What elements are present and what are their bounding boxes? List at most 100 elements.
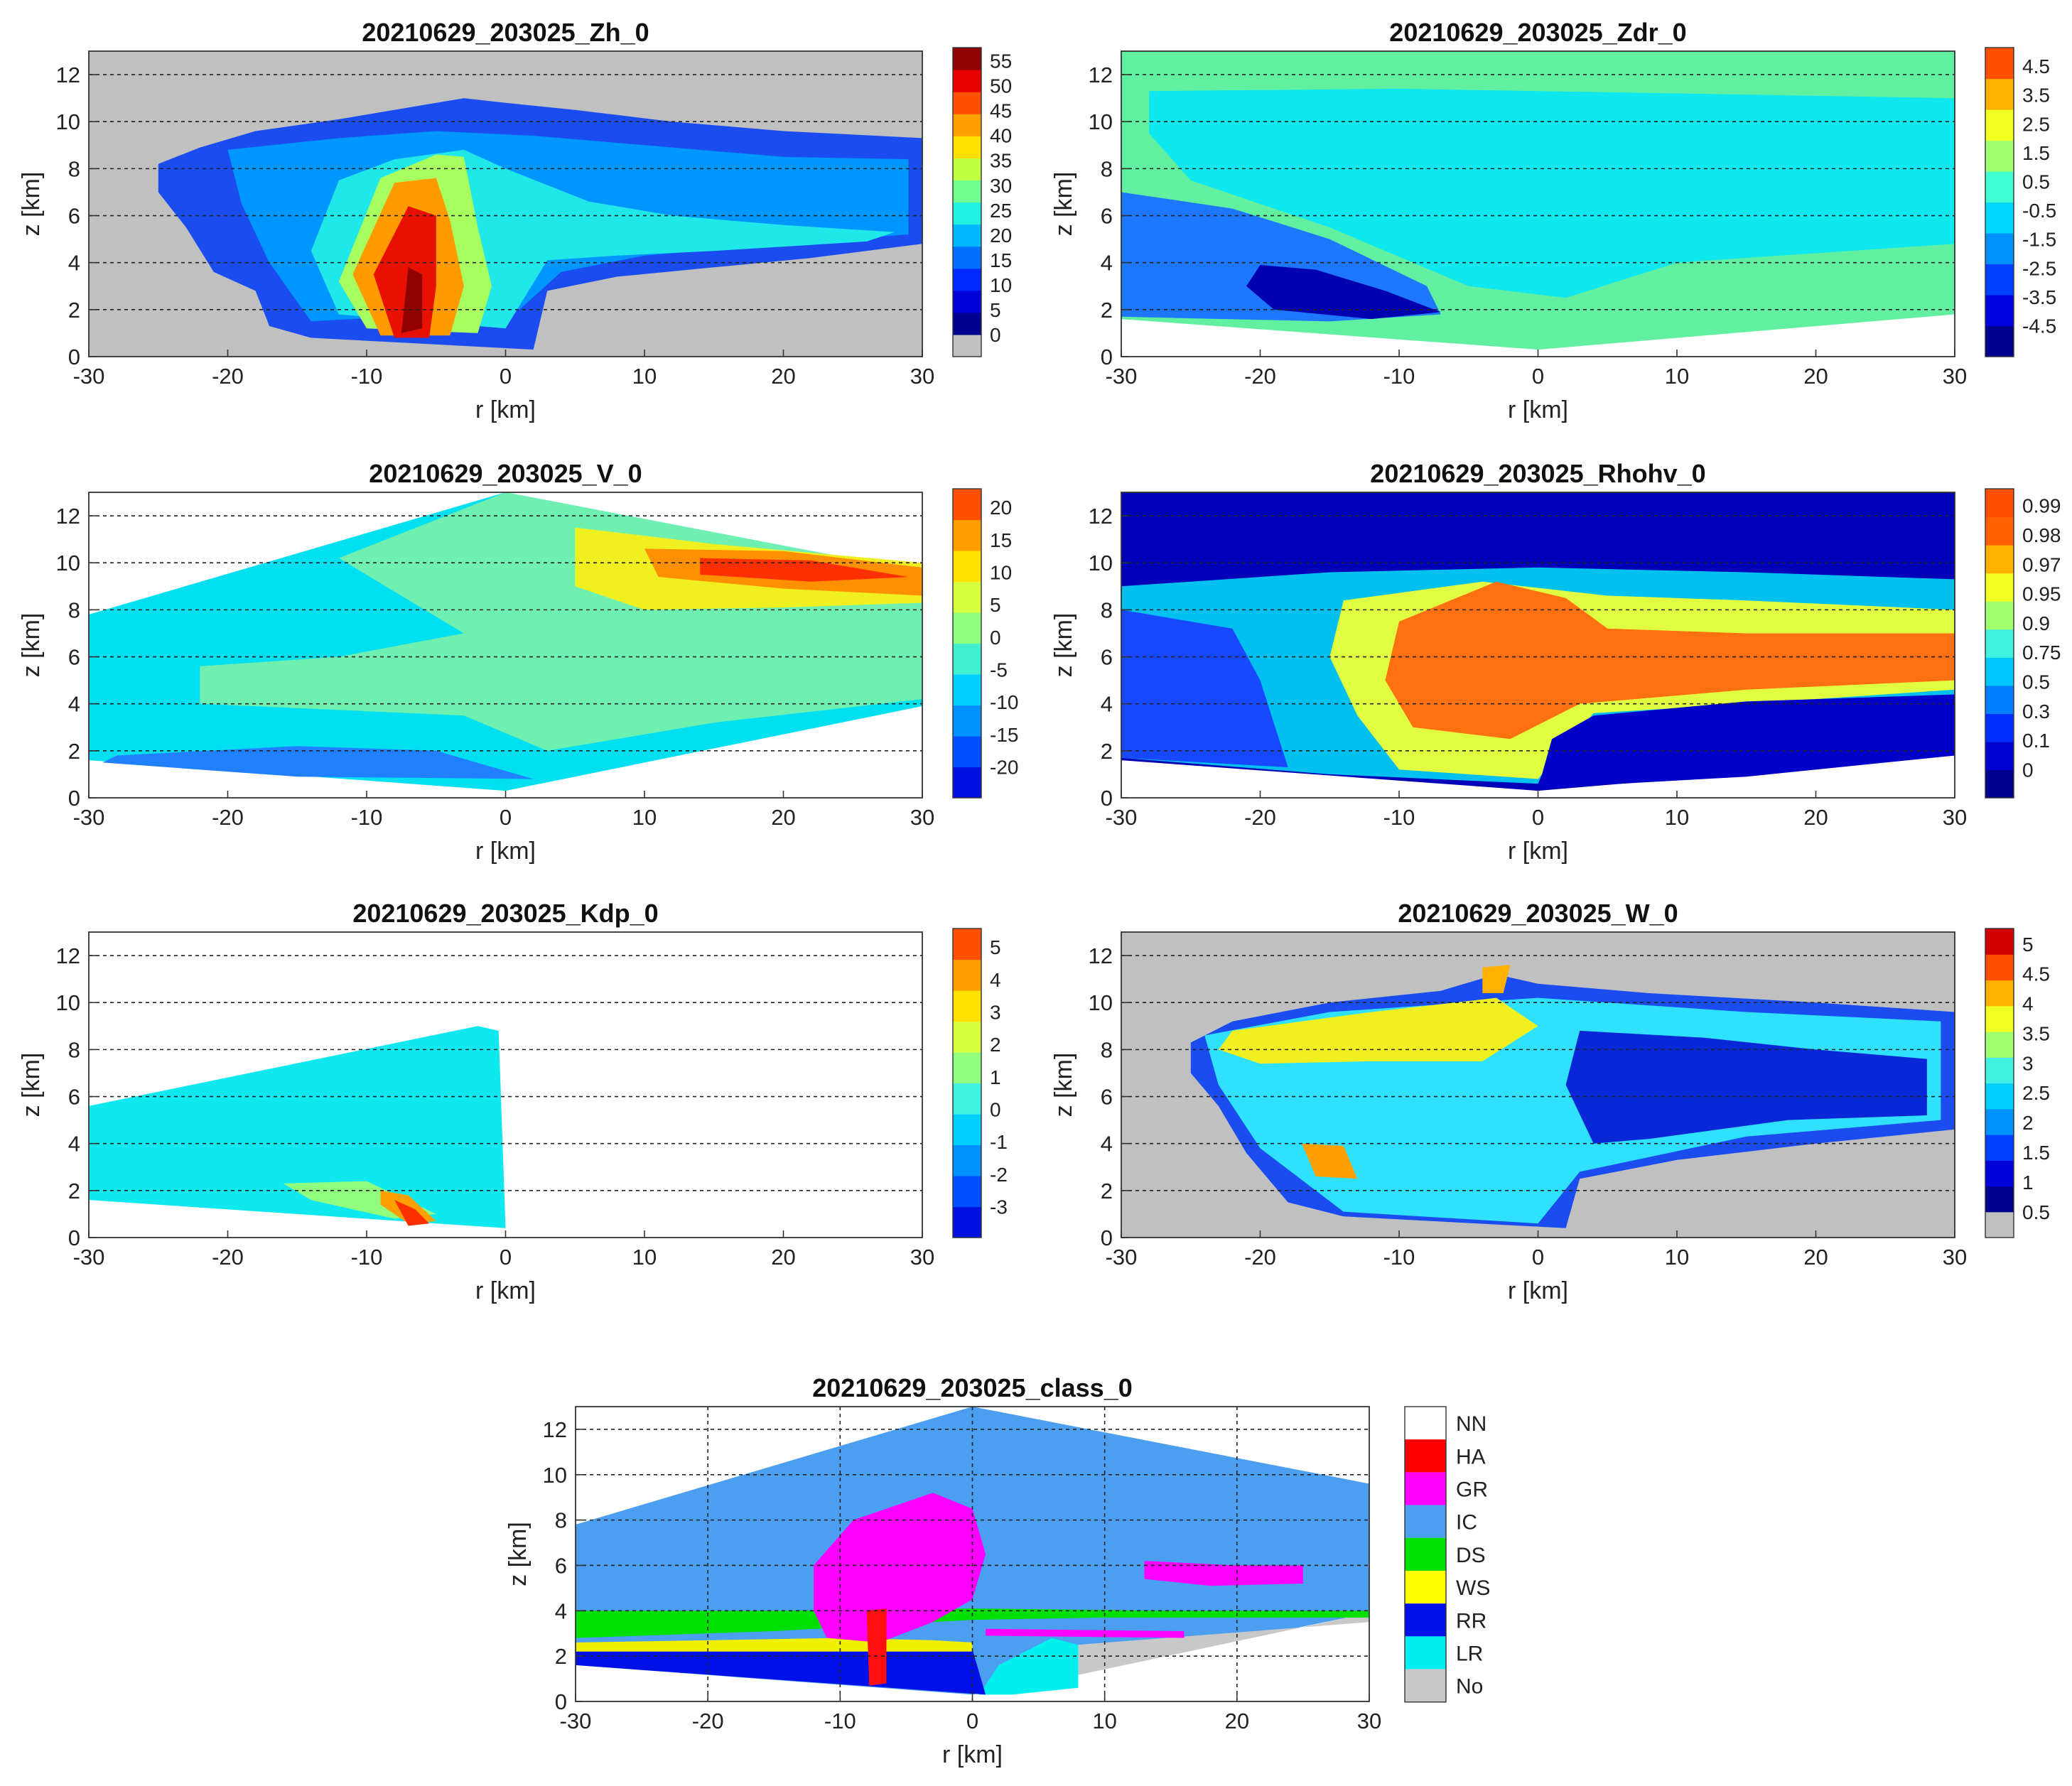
x-tick-label: 0 (500, 1245, 512, 1270)
y-axis-label: z [km] (1050, 613, 1077, 678)
colorbar-swatch (1985, 657, 2014, 686)
y-tick-label: 6 (1101, 645, 1113, 670)
colorbar-swatch (953, 268, 981, 291)
y-tick-label: 4 (1101, 1132, 1113, 1157)
colorbar-tick-label: 0.1 (2022, 730, 2050, 752)
colorbar-swatch (953, 114, 981, 136)
field-region (1482, 965, 1511, 993)
colorbar-tick-label: 2 (2022, 1112, 2034, 1134)
x-axis-label: r [km] (475, 1277, 536, 1304)
colorbar-swatch (953, 246, 981, 269)
colorbar-tick-label: -2.5 (2022, 257, 2056, 279)
x-tick-label: 10 (632, 364, 657, 389)
legend-swatch-nn (1405, 1407, 1446, 1440)
colorbar-tick-label: 0 (2022, 759, 2034, 781)
legend-label-lr: LR (1456, 1642, 1483, 1666)
x-tick-label: 20 (771, 805, 795, 830)
colorbar-swatch (1985, 48, 2014, 80)
colorbar-swatch (953, 1021, 981, 1053)
x-tick-label: 10 (632, 1245, 657, 1270)
x-tick-label: 0 (500, 364, 512, 389)
y-axis-label: z [km] (1050, 1053, 1077, 1117)
colorbar-swatch (953, 180, 981, 203)
data-fields (1121, 492, 1955, 791)
legend-label-rr: RR (1456, 1609, 1486, 1633)
colorbar-swatch (953, 70, 981, 92)
colorbar-swatch (1985, 980, 2014, 1007)
field-region (102, 746, 534, 779)
field-region (1144, 1561, 1303, 1586)
colorbar-swatch (953, 643, 981, 675)
colorbar-tick-label: 20 (990, 497, 1012, 519)
colorbar-swatch (1985, 1160, 2014, 1187)
colorbar-swatch (1985, 954, 2014, 981)
chart-title: 20210629_203025_W_0 (1398, 899, 1678, 928)
colorbar-tick-label: 25 (990, 200, 1012, 222)
data-fields (89, 492, 922, 791)
field-region (401, 267, 423, 333)
colorbar-swatch (953, 92, 981, 114)
colorbar-tick-label: 5 (990, 299, 1001, 321)
colorbar-swatch (1985, 489, 2014, 518)
colorbar-swatch (1985, 516, 2014, 546)
field-region (394, 1200, 429, 1226)
colorbar-tick-label: 55 (990, 50, 1012, 72)
colorbar-tick-label: 0.9 (2022, 612, 2050, 634)
colorbar-tick-label: 15 (990, 249, 1012, 271)
legend-frame (1404, 1406, 1447, 1703)
colorbar-swatch (1985, 545, 2014, 574)
chart-title: 20210629_203025_Kdp_0 (352, 899, 658, 928)
x-tick-label: 20 (1803, 1245, 1828, 1270)
y-tick-label: 0 (1101, 345, 1113, 369)
colorbar: -3 -2 -1 0 1 2 3 4 5 (952, 928, 1008, 1238)
x-tick-label: -30 (73, 364, 105, 389)
x-tick-label: 30 (910, 1245, 934, 1270)
y-tick-label: 0 (68, 345, 80, 369)
legend-swatch-ha (1405, 1439, 1446, 1473)
x-tick-label: 30 (910, 364, 934, 389)
x-tick-label: 10 (1665, 805, 1689, 830)
y-tick-label: 2 (555, 1644, 567, 1669)
y-tick-label: 10 (1089, 990, 1113, 1015)
chart-title: 20210629_203025_Zh_0 (362, 18, 649, 47)
field-region (986, 1628, 1185, 1638)
colorbar-swatch (1985, 1211, 2014, 1238)
y-tick-label: 8 (68, 597, 80, 622)
colorbar-swatch (1985, 741, 2014, 771)
x-tick-label: -30 (1106, 805, 1138, 830)
x-tick-label: 30 (1943, 1245, 1967, 1270)
colorbar-swatch (1985, 601, 2014, 630)
legend-label-ha: HA (1456, 1445, 1486, 1468)
y-tick-label: 10 (543, 1463, 567, 1488)
data-fields (158, 98, 922, 350)
field-region (1246, 265, 1441, 320)
x-axis: -30 -20 -10 0 10 20 30 (73, 350, 934, 389)
legend-label-no: No (1456, 1675, 1483, 1699)
colorbar-swatch (1985, 713, 2014, 742)
data-fields (1121, 51, 1955, 350)
x-tick-label: -30 (1106, 1245, 1138, 1270)
y-tick-label: 4 (68, 692, 80, 717)
colorbar-swatch (1985, 78, 2014, 110)
y-tick-label: 4 (68, 1132, 80, 1157)
x-tick-label: 20 (1803, 364, 1828, 389)
legend-swatch-rr (1405, 1603, 1446, 1637)
x-tick-label: 30 (1943, 805, 1967, 830)
colorbar-frame (1985, 47, 2014, 357)
x-tick-label: 0 (1532, 805, 1544, 830)
colorbar-tick-label: -20 (990, 757, 1018, 779)
y-tick-label: 4 (555, 1598, 567, 1623)
x-tick-label: 10 (1092, 1709, 1116, 1733)
colorbar-tick-label: 5 (990, 594, 1001, 616)
colorbar-tick-label: -15 (990, 724, 1018, 746)
y-axis: 0 2 4 6 8 10 12 (56, 943, 96, 1250)
colorbar-tick-label: 3.5 (2022, 85, 2050, 107)
x-tick-label: 10 (1665, 1245, 1689, 1270)
colorbar-tick-label: 45 (990, 100, 1012, 122)
colorbar-tick-label: -1 (990, 1131, 1008, 1153)
x-axis-label: r [km] (1508, 396, 1568, 423)
x-tick-label: -20 (212, 1245, 244, 1270)
chart-title: 20210629_203025_Zdr_0 (1389, 18, 1686, 47)
